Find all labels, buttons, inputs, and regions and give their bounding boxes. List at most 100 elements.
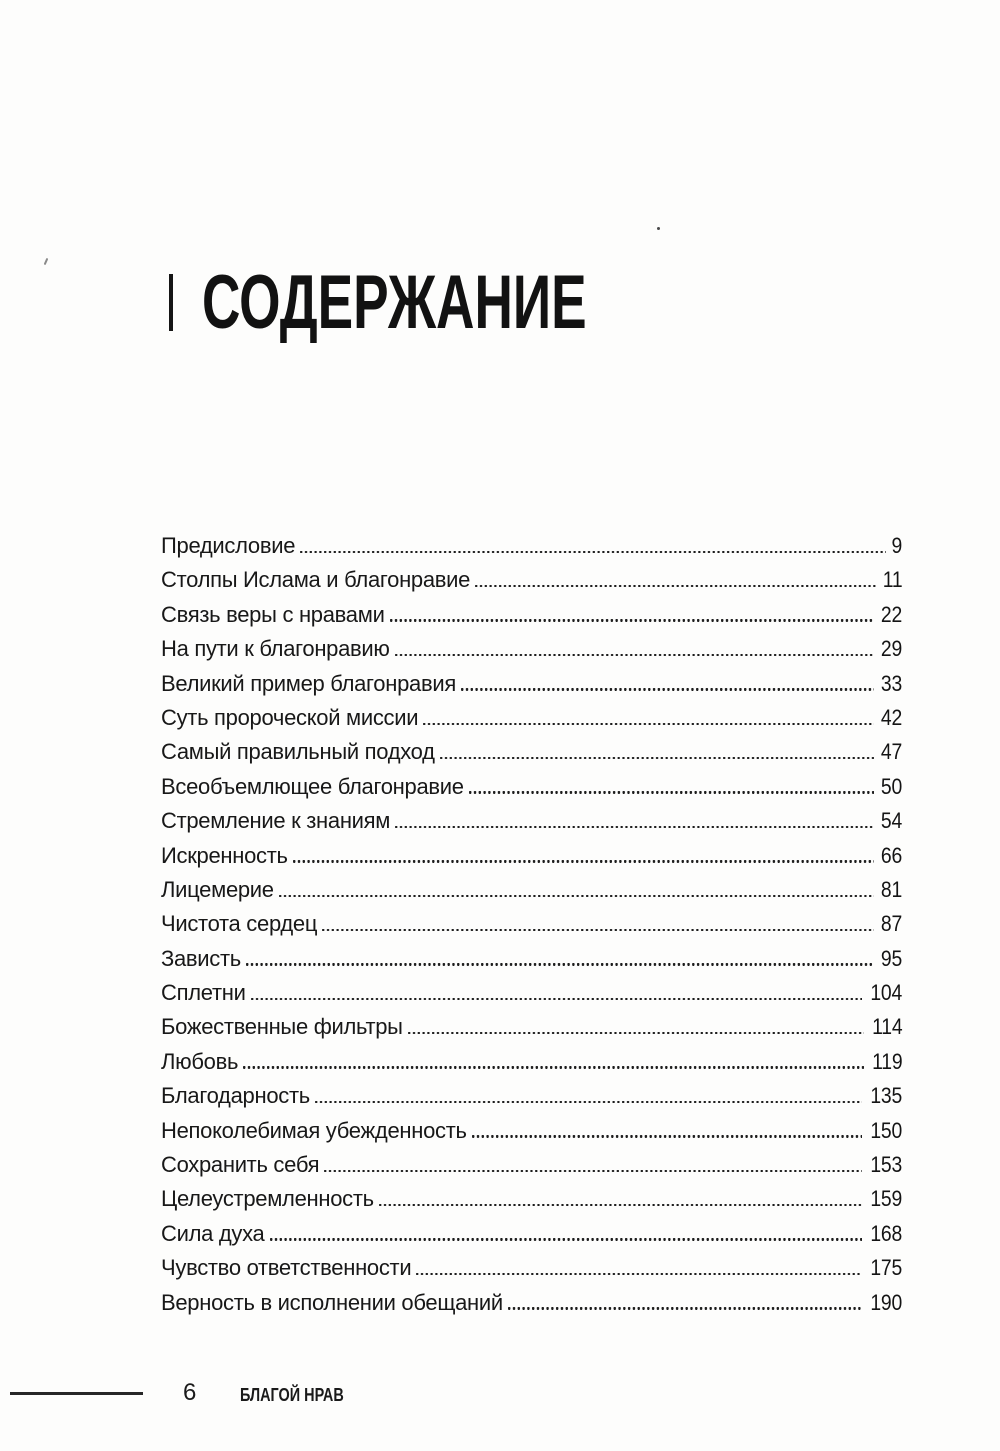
- toc-entry-page: 168: [870, 1220, 902, 1246]
- toc-entry-page: 81: [880, 876, 902, 902]
- toc-dotted-leader: [322, 928, 874, 932]
- toc-entry-page: 42: [880, 704, 902, 730]
- toc-entry-page: 95: [880, 945, 902, 971]
- toc-entry-page: 29: [880, 636, 902, 662]
- toc-entry-title: Предисловие: [161, 533, 296, 558]
- toc-entry-title: Великий пример благонравия: [161, 670, 456, 696]
- footer-book-title: БЛАГОЙ НРАВ: [240, 1384, 344, 1405]
- toc-row: Суть пророческой миссии 42: [161, 705, 902, 739]
- toc-entry-title: На пути к благонравию: [161, 636, 390, 662]
- toc-dotted-leader: [394, 653, 874, 657]
- toc-entry-title: Божественные фильтры: [161, 1014, 403, 1040]
- toc-row: Чувство ответственности 175: [161, 1255, 902, 1289]
- toc-entry-title: Зависть: [161, 945, 241, 971]
- toc-entry-title: Благодарность: [161, 1083, 310, 1109]
- toc-row: Непоколебимая убежденность 150: [161, 1118, 902, 1152]
- toc-list: Предисловие 9 Столпы Ислама и благонрави…: [161, 533, 902, 1324]
- toc-entry-title: Сила духа: [161, 1220, 265, 1246]
- scan-speck-icon: [657, 227, 660, 230]
- toc-entry-page: 47: [880, 739, 902, 765]
- toc-row: Зависть 95: [161, 946, 902, 980]
- toc-entry-page: 104: [870, 980, 902, 1006]
- toc-entry-title: Лицемерие: [161, 876, 274, 902]
- toc-entry-title: Искренность: [161, 842, 288, 868]
- toc-entry-title: Непоколебимая убежденность: [161, 1117, 467, 1143]
- toc-dotted-leader: [278, 894, 874, 897]
- toc-entry-title: Сплетни: [161, 980, 246, 1006]
- toc-dotted-leader: [460, 688, 874, 691]
- toc-entry-page: 11: [882, 567, 902, 593]
- toc-entry-page: 9: [891, 533, 902, 558]
- toc-dotted-leader: [423, 722, 874, 725]
- toc-row: Сплетни 104: [161, 980, 902, 1014]
- toc-row: Сила духа 168: [161, 1221, 902, 1255]
- toc-row: Самый правильный подход 47: [161, 739, 902, 773]
- toc-entry-title: Сохранить себя: [161, 1152, 320, 1178]
- toc-dotted-leader: [507, 1307, 862, 1310]
- footer-rule: [10, 1392, 143, 1395]
- toc-entry-title: Всеобъемлющее благонравие: [161, 773, 464, 799]
- toc-entry-page: 22: [880, 601, 902, 627]
- toc-entry-page: 66: [880, 842, 902, 868]
- toc-dotted-leader: [416, 1272, 862, 1276]
- toc-dotted-leader: [243, 1066, 864, 1069]
- toc-row: Предисловие 9: [161, 533, 902, 567]
- toc-dotted-leader: [439, 756, 874, 760]
- toc-entry-title: Самый правильный подход: [161, 739, 435, 765]
- page-title: СОДЕРЖАНИЕ: [202, 260, 587, 345]
- toc-entry-title: Чувство ответственности: [161, 1255, 412, 1281]
- toc-dotted-leader: [468, 791, 874, 794]
- toc-entry-page: 87: [880, 911, 902, 937]
- toc-row: Целеустремленность 159: [161, 1186, 902, 1220]
- toc-dotted-leader: [314, 1100, 862, 1104]
- toc-row: Верность в исполнении обещаний 190: [161, 1290, 902, 1324]
- toc-row: На пути к благонравию 29: [161, 636, 902, 670]
- toc-dotted-leader: [250, 997, 862, 1001]
- title-accent-bar: [169, 274, 173, 331]
- toc-dotted-leader: [269, 1238, 862, 1241]
- toc-dotted-leader: [407, 1032, 864, 1035]
- toc-entry-page: 135: [870, 1083, 902, 1109]
- toc-entry-page: 159: [870, 1186, 902, 1212]
- toc-row: Великий пример благонравия 33: [161, 671, 902, 705]
- toc-entry-page: 190: [870, 1289, 902, 1315]
- toc-dotted-leader: [324, 1169, 862, 1173]
- toc-dotted-leader: [300, 550, 886, 553]
- toc-entry-title: Суть пророческой миссии: [161, 704, 419, 730]
- scan-speck-icon: [43, 257, 49, 266]
- toc-dotted-leader: [471, 1135, 862, 1138]
- toc-dotted-leader: [378, 1204, 862, 1207]
- toc-dotted-leader: [245, 963, 874, 966]
- toc-entry-title: Любовь: [161, 1048, 239, 1074]
- toc-row: Искренность 66: [161, 843, 902, 877]
- toc-row: Столпы Ислама и благонравие 11: [161, 567, 902, 601]
- toc-entry-page: 150: [870, 1117, 902, 1143]
- toc-row: Всеобъемлющее благонравие 50: [161, 774, 902, 808]
- toc-entry-page: 153: [870, 1152, 902, 1178]
- toc-entry-title: Целеустремленность: [161, 1186, 374, 1212]
- toc-row: Божественные фильтры 114: [161, 1014, 902, 1048]
- toc-entry-title: Стремление к знаниям: [161, 808, 391, 834]
- toc-entry-page: 54: [880, 808, 902, 834]
- toc-entry-page: 33: [880, 670, 902, 696]
- toc-row: Лицемерие 81: [161, 877, 902, 911]
- toc-row: Стремление к знаниям 54: [161, 808, 902, 842]
- toc-entry-page: 50: [880, 773, 902, 799]
- toc-dotted-leader: [395, 825, 874, 829]
- toc-entry-title: Чистота сердец: [161, 911, 318, 937]
- toc-entry-title: Столпы Ислама и благонравие: [161, 567, 471, 593]
- toc-row: Любовь 119: [161, 1049, 902, 1083]
- page-title-block: СОДЕРЖАНИЕ: [169, 260, 751, 345]
- toc-entry-page: 175: [870, 1255, 902, 1281]
- toc-entry-title: Связь веры с нравами: [161, 601, 385, 627]
- toc-row: Связь веры с нравами 22: [161, 602, 902, 636]
- toc-row: Сохранить себя 153: [161, 1152, 902, 1186]
- toc-dotted-leader: [292, 860, 874, 863]
- footer-page-number: 6: [183, 1379, 197, 1406]
- toc-dotted-leader: [475, 585, 876, 588]
- toc-dotted-leader: [389, 619, 874, 622]
- toc-entry-page: 114: [871, 1014, 903, 1040]
- toc-entry-page: 119: [871, 1048, 903, 1074]
- toc-row: Благодарность 135: [161, 1083, 902, 1117]
